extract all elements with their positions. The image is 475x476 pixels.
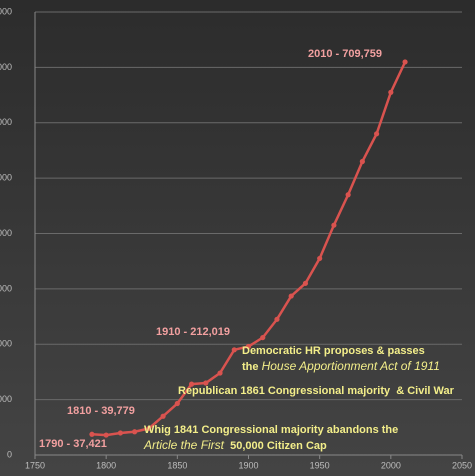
annotation-part: Democratic HR proposes & passes [242,345,425,357]
data-point [188,381,195,387]
data-point [231,347,237,353]
data-point [288,293,294,299]
data-point [331,222,337,228]
y-tick-label: 300,000 [0,283,12,293]
x-tick-label: 1900 [238,460,258,470]
y-tick-label: 500,000 [0,173,12,183]
data-point [132,429,138,435]
data-point [345,192,351,198]
x-tick-label: 2000 [381,460,401,470]
y-tick-label: 100,000 [0,394,12,404]
annotation-part: Whig 1841 Congressional majority abandon… [144,424,398,436]
y-tick-label: 700,000 [0,62,12,72]
annotation: Article the First 50,000 Citizen Cap [143,438,327,452]
annotation-part: 50,000 Citizen Cap [224,440,327,452]
point-label: 1790 - 37,421 [39,438,107,450]
data-point [402,59,408,65]
data-point [146,425,152,432]
data-point [388,89,394,95]
data-point [274,316,280,322]
data-point [317,255,323,262]
data-point [103,432,109,438]
annotation: Whig 1841 Congressional majority abandon… [144,424,398,436]
annotation: Republican 1861 Congressional majority &… [178,385,455,397]
data-point [245,343,252,350]
data-point [217,370,223,376]
annotation-part: House Apportionment Act of 1911 [262,359,440,373]
data-point [260,334,266,341]
data-point [374,131,380,137]
x-tick-label: 1850 [167,460,187,470]
annotation: Democratic HR proposes & passes [242,345,425,357]
point-label: 1810 - 39,779 [67,405,135,417]
annotation-part: Republican 1861 Congressional majority &… [178,385,455,397]
annotation-part: Article the First [143,438,225,452]
data-point [359,158,365,165]
x-tick-label: 1950 [310,460,330,470]
x-tick-label: 1800 [96,460,116,470]
data-point [174,400,180,407]
x-tick-label: 2050 [452,460,472,470]
x-tick-label: 1750 [25,460,45,470]
data-point [89,431,95,437]
annotation-part: the [242,361,262,373]
data-point [302,280,309,286]
y-tick-label: 800,000 [0,6,12,16]
y-tick-label: 400,000 [0,228,12,238]
point-label: 2010 - 709,759 [308,48,382,60]
y-tick-label: 200,000 [0,339,12,349]
data-point [117,430,123,436]
data-point [203,380,209,386]
point-label: 1910 - 212,019 [156,326,230,338]
y-tick-label: 0 [7,449,12,459]
y-tick-label: 600,000 [0,117,12,127]
data-point [160,413,166,419]
annotation: the House Apportionment Act of 1911 [242,359,440,373]
